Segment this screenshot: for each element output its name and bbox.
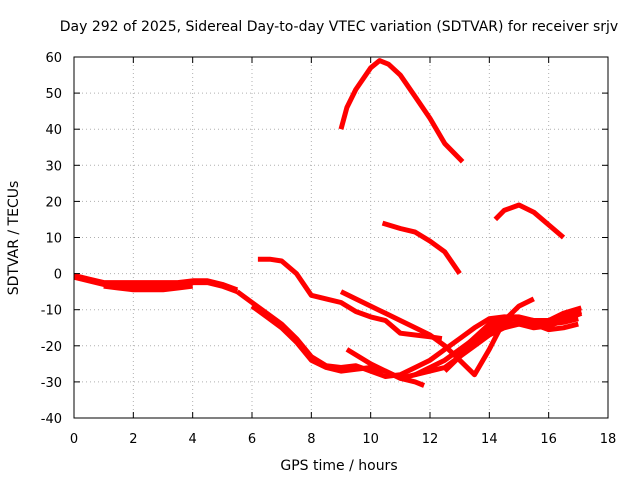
y-tick-label: -10 bbox=[41, 304, 62, 319]
x-tick-label: 2 bbox=[129, 432, 137, 447]
y-axis-label: SDTVAR / TECUs bbox=[6, 181, 22, 296]
x-tick-label: 10 bbox=[362, 432, 379, 447]
series-pass-12 bbox=[338, 58, 465, 164]
y-tick-label: -20 bbox=[41, 340, 62, 355]
x-tick-label: 18 bbox=[600, 432, 617, 447]
x-tick-label: 0 bbox=[70, 432, 78, 447]
y-tick-label: 30 bbox=[45, 159, 62, 174]
series-pass-11 bbox=[452, 305, 583, 359]
y-tick-label: 50 bbox=[45, 87, 62, 102]
x-tick-label: 16 bbox=[540, 432, 557, 447]
series-pass-14 bbox=[493, 202, 566, 240]
y-tick-label: 20 bbox=[45, 195, 62, 210]
series-pass-13 bbox=[381, 220, 462, 276]
axis-ticks bbox=[73, 56, 609, 419]
x-tick-label: 8 bbox=[307, 432, 315, 447]
series-pass-10 bbox=[443, 310, 583, 373]
y-tick-label: 0 bbox=[54, 268, 62, 283]
grid-lines bbox=[74, 57, 608, 418]
y-tick-label: -40 bbox=[41, 412, 62, 427]
chart-title: Day 292 of 2025, Sidereal Day-to-day VTE… bbox=[60, 19, 618, 35]
x-tick-label: 12 bbox=[422, 432, 439, 447]
series-pass-3 bbox=[103, 283, 193, 293]
series-pass-8 bbox=[345, 347, 426, 388]
x-tick-label: 4 bbox=[189, 432, 197, 447]
series-pass-6 bbox=[257, 256, 443, 342]
x-tick-labels: 0 2 4 6 8 10 12 14 16 18 bbox=[70, 432, 616, 447]
x-tick-label: 14 bbox=[481, 432, 498, 447]
y-tick-label: 40 bbox=[45, 123, 62, 138]
series-pass-2 bbox=[73, 272, 239, 293]
x-tick-label: 6 bbox=[248, 432, 256, 447]
series-group bbox=[73, 58, 583, 388]
y-tick-label: -30 bbox=[41, 376, 62, 391]
x-axis-label: GPS time / hours bbox=[280, 458, 397, 474]
y-tick-labels: -40 -30 -20 -10 0 10 20 30 40 50 60 bbox=[41, 51, 62, 427]
y-tick-label: 10 bbox=[45, 232, 62, 247]
y-tick-label: 60 bbox=[45, 51, 62, 66]
